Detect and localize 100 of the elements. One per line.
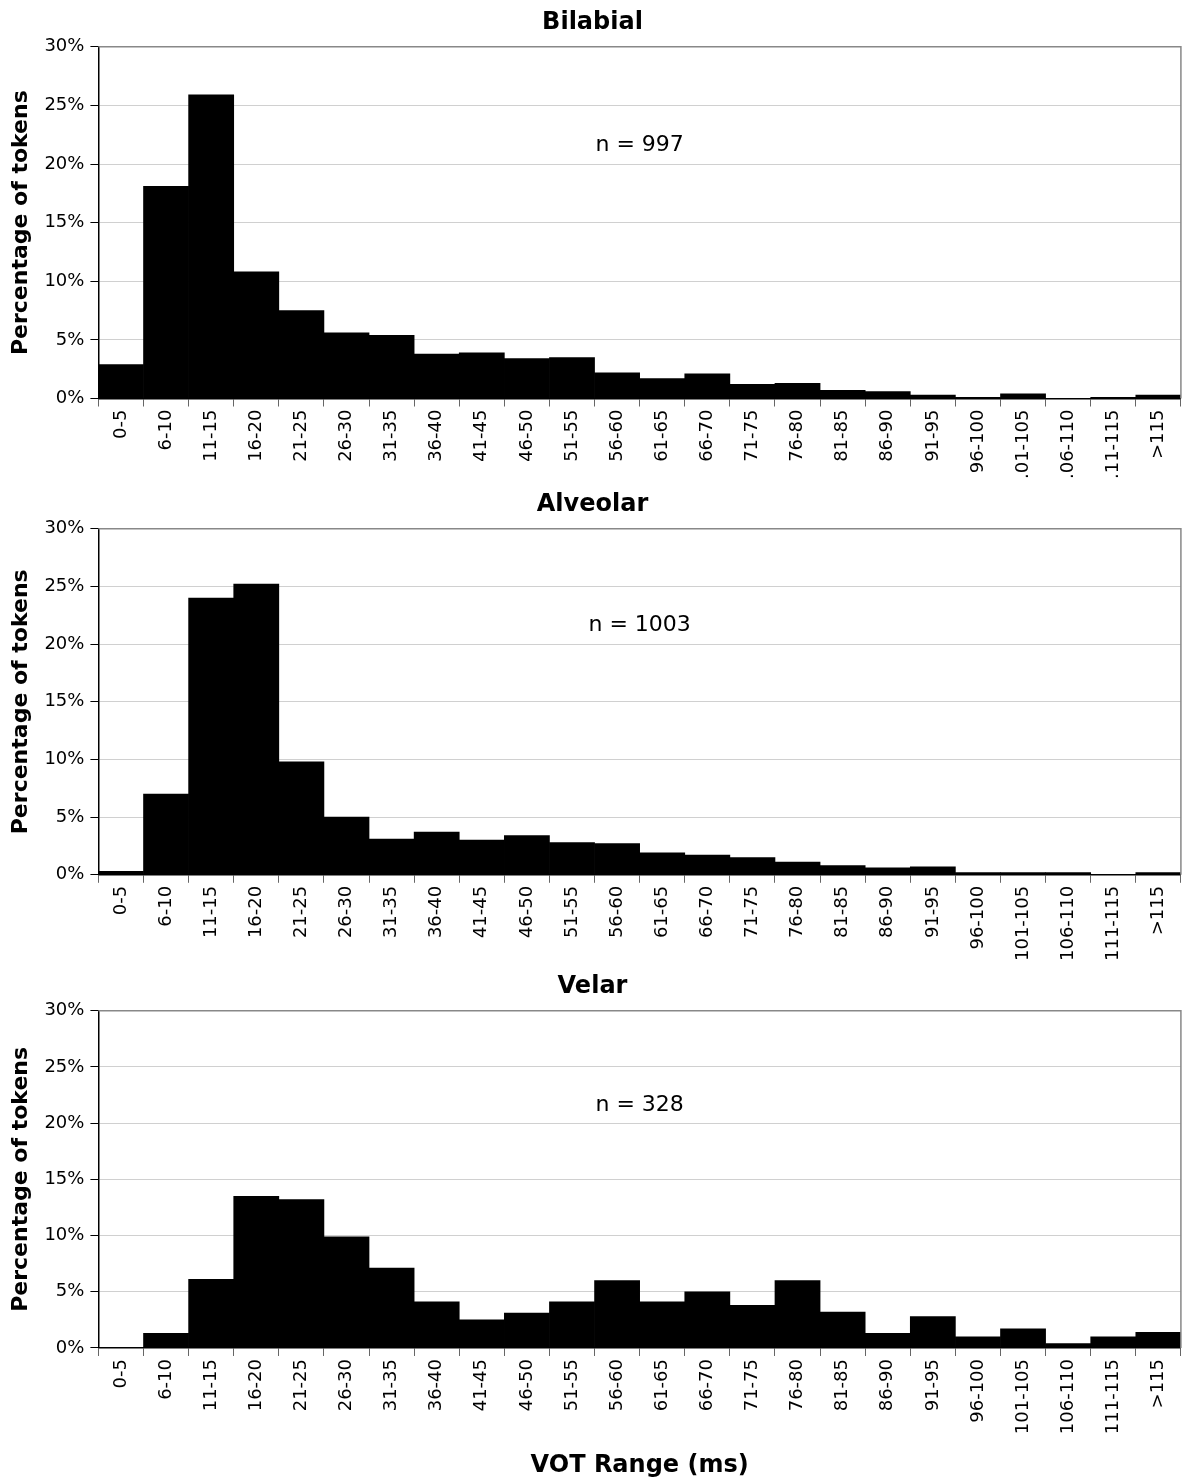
x-tick-label: 76-80	[785, 409, 807, 462]
y-tick-label: 0%	[55, 386, 85, 408]
y-tick-label: 20%	[44, 151, 85, 173]
x-tick-label: .11-115	[1100, 409, 1122, 480]
y-tick-label: 10%	[44, 268, 85, 290]
x-tick-label: 66-70	[694, 1358, 716, 1412]
annotation: n = 328	[595, 1090, 684, 1116]
x-tick-label: 41-45	[469, 409, 491, 462]
x-tick-label: 106-110	[1055, 1358, 1077, 1435]
x-tick-label: 96-100	[965, 885, 987, 950]
x-tick-label: 56-60	[604, 885, 626, 939]
y-tick-label: 25%	[44, 93, 85, 115]
x-tick-label: 106-110	[1055, 885, 1077, 962]
x-tick-label: 6-10	[153, 409, 175, 451]
x-tick-label: 36-40	[424, 885, 446, 939]
annotation: n = 1003	[588, 611, 691, 637]
x-tick-label: 21-25	[289, 885, 311, 939]
x-tick-label: 81-85	[830, 885, 852, 939]
x-tick-label: .01-105	[1010, 409, 1032, 480]
x-tick-label: 86-90	[875, 1358, 897, 1412]
x-tick-label: >115	[1146, 1358, 1168, 1409]
x-tick-label: 16-20	[243, 885, 265, 939]
y-tick-label: 30%	[44, 998, 85, 1020]
x-tick-label: 11-15	[198, 1358, 220, 1412]
x-tick-label: .06-110	[1055, 409, 1077, 480]
x-tick-label: 31-35	[379, 885, 401, 939]
x-tick-label: 51-55	[559, 1358, 581, 1412]
x-tick-label: 46-50	[514, 885, 536, 939]
x-tick-label: 91-95	[920, 409, 942, 462]
y-tick-label: 15%	[44, 210, 85, 232]
y-tick-label: 30%	[44, 34, 85, 56]
chart-title: Bilabial	[542, 6, 643, 35]
x-tick-label: 26-30	[334, 1358, 356, 1412]
y-axis-title: Percentage of tokens	[6, 90, 32, 356]
x-tick-label: 86-90	[875, 409, 897, 462]
x-tick-label: 76-80	[785, 1358, 807, 1412]
y-tick-label: 10%	[44, 1223, 85, 1245]
x-tick-label: 46-50	[514, 409, 536, 462]
x-tick-label: >115	[1146, 409, 1168, 459]
x-tick-label: 0-5	[108, 409, 130, 439]
x-tick-label: 46-50	[514, 1358, 536, 1412]
x-tick-label: 31-35	[379, 1358, 401, 1412]
x-tick-label: 61-65	[649, 885, 671, 939]
x-tick-label: 41-45	[469, 1358, 491, 1412]
x-tick-label: 0-5	[108, 1358, 130, 1389]
x-tick-label: 6-10	[153, 885, 175, 927]
x-tick-label: 71-75	[740, 409, 762, 462]
y-tick-label: 25%	[44, 574, 85, 596]
annotation: n = 997	[595, 131, 684, 156]
x-tick-label: 51-55	[559, 885, 581, 939]
y-tick-label: 0%	[55, 1335, 85, 1357]
x-tick-label: 31-35	[379, 409, 401, 462]
x-tick-label: 36-40	[424, 1358, 446, 1412]
y-tick-label: 10%	[44, 747, 85, 769]
x-tick-label: >115	[1146, 885, 1168, 936]
x-tick-label: 56-60	[604, 409, 626, 462]
x-tick-label: 61-65	[649, 409, 671, 462]
x-tick-label: 11-15	[198, 885, 220, 939]
x-tick-label: 0-5	[108, 885, 130, 916]
x-tick-label: 71-75	[740, 1358, 762, 1412]
y-tick-label: 15%	[44, 1167, 85, 1189]
x-tick-label: 111-115	[1100, 885, 1122, 962]
x-tick-label: 96-100	[965, 409, 987, 474]
y-tick-label: 25%	[44, 1054, 85, 1076]
y-axis-title: Percentage of tokens	[6, 1046, 32, 1312]
x-axis-title: VOT Range (ms)	[530, 1449, 749, 1478]
x-tick-label: 76-80	[785, 885, 807, 939]
x-tick-label: 86-90	[875, 885, 897, 939]
x-tick-label: 96-100	[965, 1358, 987, 1423]
x-tick-label: 101-105	[1010, 1358, 1032, 1435]
y-tick-label: 5%	[55, 1279, 85, 1301]
x-tick-label: 6-10	[153, 1358, 175, 1400]
x-tick-label: 81-85	[830, 409, 852, 462]
x-tick-label: 26-30	[334, 409, 356, 462]
chart-title: Velar	[557, 970, 628, 999]
x-tick-label: 56-60	[604, 1358, 626, 1412]
y-tick-label: 20%	[44, 631, 85, 653]
x-tick-label: 21-25	[289, 1358, 311, 1412]
x-tick-label: 81-85	[830, 1358, 852, 1412]
x-tick-label: 36-40	[424, 409, 446, 462]
x-tick-label: 66-70	[694, 885, 716, 939]
x-tick-label: 16-20	[243, 409, 265, 462]
x-tick-label: 91-95	[920, 885, 942, 939]
chart-title: Alveolar	[536, 488, 649, 517]
y-tick-label: 5%	[55, 327, 85, 349]
x-tick-label: 21-25	[289, 409, 311, 462]
y-tick-label: 5%	[55, 804, 85, 826]
y-tick-label: 0%	[55, 862, 85, 884]
x-tick-label: 111-115	[1100, 1358, 1122, 1435]
x-tick-label: 41-45	[469, 885, 491, 939]
x-tick-label: 71-75	[740, 885, 762, 939]
y-tick-label: 30%	[44, 516, 85, 538]
y-tick-label: 15%	[44, 689, 85, 711]
y-tick-label: 20%	[44, 1110, 85, 1132]
x-tick-label: 16-20	[243, 1358, 265, 1412]
x-tick-label: 66-70	[694, 409, 716, 462]
x-tick-label: 26-30	[334, 885, 356, 939]
x-tick-label: 11-15	[198, 409, 220, 462]
x-tick-label: 51-55	[559, 409, 581, 462]
x-tick-label: 91-95	[920, 1358, 942, 1412]
